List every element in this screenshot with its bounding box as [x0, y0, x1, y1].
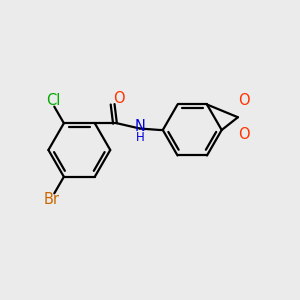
- Text: O: O: [238, 127, 250, 142]
- Text: N: N: [135, 119, 146, 134]
- Text: O: O: [113, 91, 125, 106]
- Text: Cl: Cl: [46, 93, 60, 108]
- Text: H: H: [136, 131, 145, 144]
- Text: Br: Br: [44, 192, 60, 207]
- Text: O: O: [238, 93, 250, 108]
